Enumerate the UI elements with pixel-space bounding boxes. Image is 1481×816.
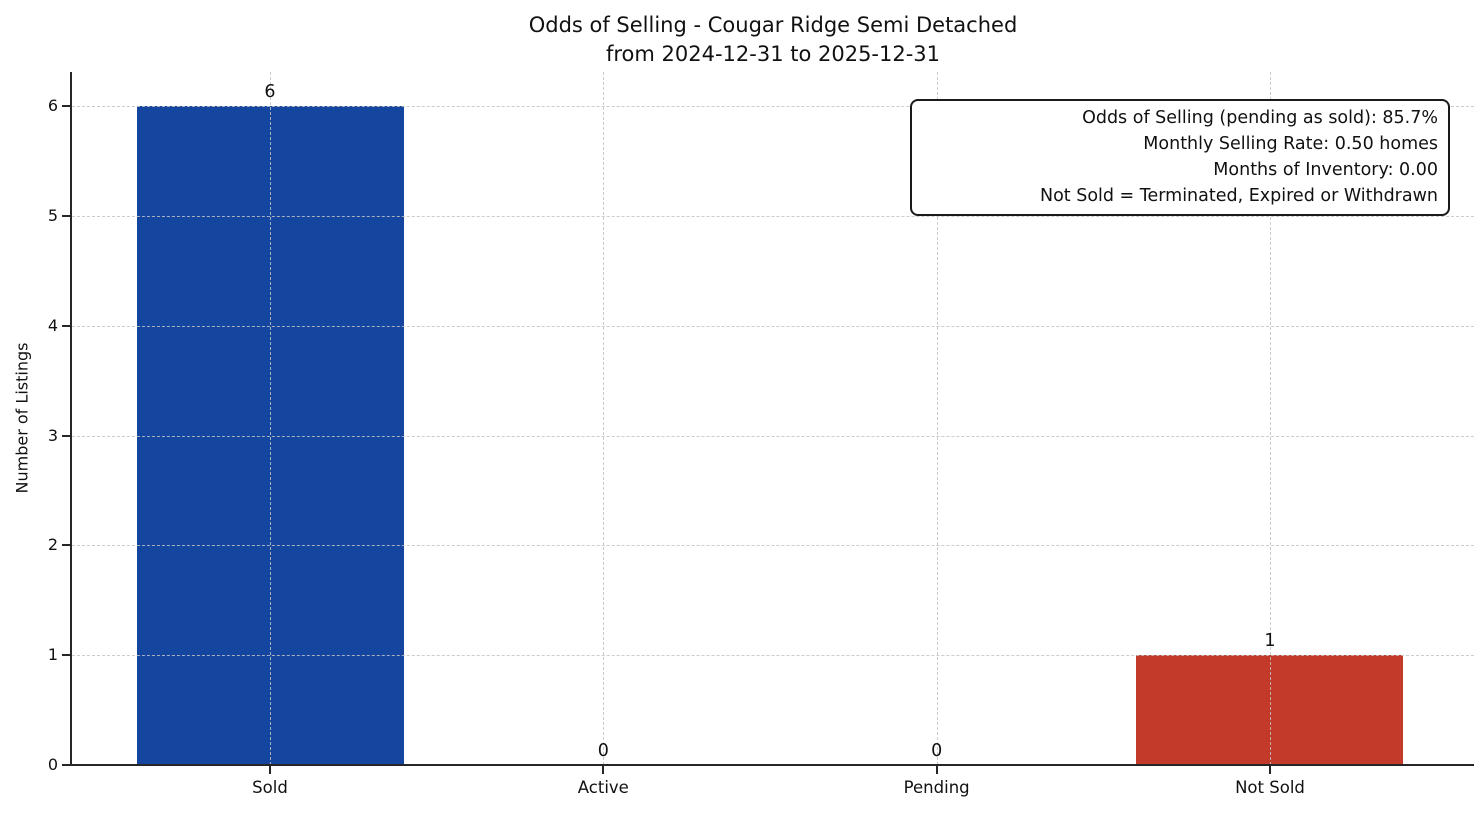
y-tick-label-4: 4 [47, 315, 58, 335]
gridline-x-not-sold [1269, 72, 1271, 765]
y-axis-spine [70, 72, 72, 766]
gridline-y-1 [72, 655, 1474, 657]
y-tick-label-6: 6 [47, 96, 58, 115]
y-tick-0 [62, 764, 70, 766]
y-tick-label-0: 0 [47, 755, 58, 774]
gridline-x-active [603, 72, 605, 765]
value-label-not-sold: 1 [1264, 631, 1276, 652]
x-tick-label-sold: Sold [252, 778, 288, 797]
chart-subtitle: from 2024-12-31 to 2025-12-31 [605, 42, 941, 66]
x-axis-spine [70, 764, 1474, 766]
y-tick-label-3: 3 [47, 425, 58, 445]
y-tick-2 [62, 544, 70, 547]
x-tick-active [602, 766, 605, 774]
y-tick-label-2: 2 [47, 535, 58, 555]
x-tick-sold [269, 766, 271, 774]
gridline-y-4 [72, 325, 1474, 327]
gridline-x-pending [936, 72, 938, 765]
annotation-line-inventory: Months of Inventory: 0.00 [1213, 160, 1438, 180]
stats-annotation-box: Odds of Selling (pending as sold): 85.7%… [910, 99, 1450, 216]
y-tick-4 [62, 324, 70, 327]
x-tick-not-sold [1268, 766, 1271, 774]
annotation-line-odds: Odds of Selling (pending as sold): 85.7% [1082, 108, 1438, 128]
annotation-line-notsold-def: Not Sold = Terminated, Expired or Withdr… [1039, 186, 1438, 206]
y-tick-1 [62, 654, 70, 657]
x-tick-label-active: Active [577, 778, 629, 797]
gridline-y-5 [72, 215, 1474, 217]
y-axis-label: Number of Listings [12, 342, 32, 494]
title-block: Odds of Selling - Cougar Ridge Semi Deta… [72, 11, 1474, 69]
value-label-active: 0 [597, 741, 609, 761]
value-label-pending: 0 [931, 741, 943, 761]
gridline-x-sold [270, 72, 271, 765]
gridline-y-2 [72, 545, 1474, 547]
annotation-line-rate: Monthly Selling Rate: 0.50 homes [1143, 134, 1438, 154]
chart-title: Odds of Selling - Cougar Ridge Semi Deta… [528, 13, 1018, 37]
y-tick-3 [62, 434, 70, 437]
x-tick-label-not-sold: Not Sold [1235, 778, 1305, 797]
x-tick-label-pending: Pending [903, 778, 970, 797]
y-tick-6 [62, 105, 70, 107]
value-label-sold: 6 [264, 82, 276, 102]
y-tick-label-1: 1 [47, 645, 58, 665]
gridline-y-6 [72, 106, 1474, 107]
x-tick-pending [935, 766, 938, 774]
y-tick-5 [62, 214, 70, 217]
gridline-y-3 [72, 435, 1474, 437]
y-tick-label-5: 5 [47, 205, 58, 225]
